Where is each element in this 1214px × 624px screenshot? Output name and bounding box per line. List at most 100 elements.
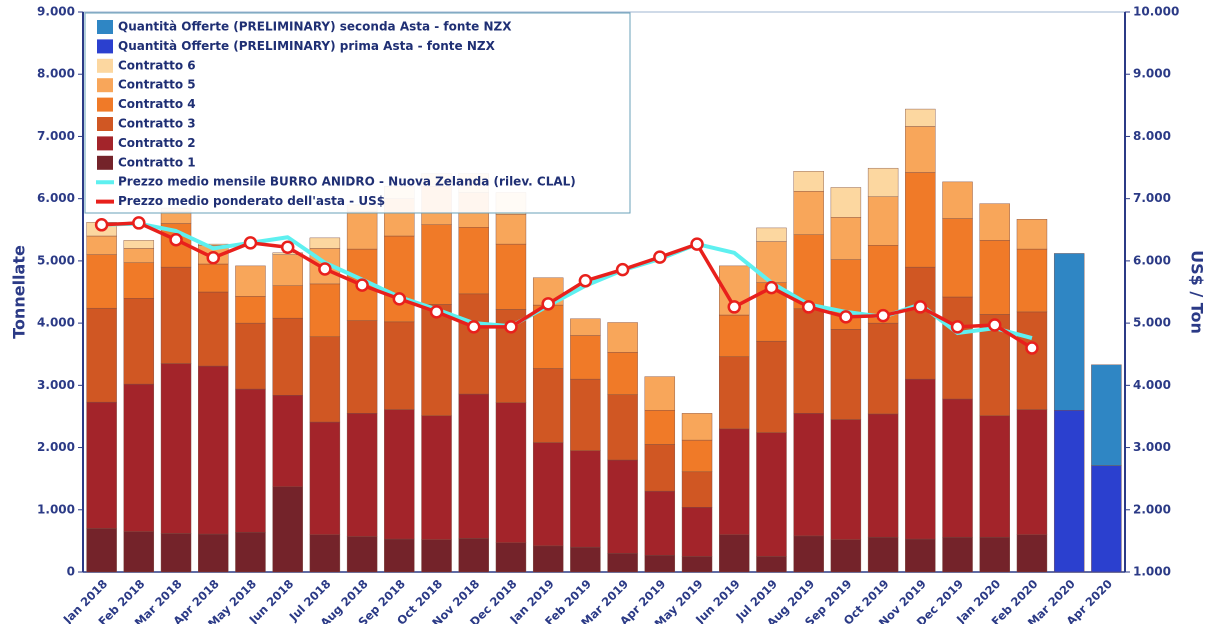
bar-segment — [272, 317, 303, 396]
bar-segment — [495, 243, 527, 310]
bar-segment — [756, 340, 787, 433]
bar-segment — [1053, 410, 1085, 573]
bar-segment — [272, 254, 303, 286]
bar-segment — [867, 322, 899, 415]
bar-segment — [793, 535, 824, 573]
bar-segment — [495, 542, 527, 573]
bar-segment — [942, 536, 973, 573]
bar-segment — [235, 531, 266, 573]
y2-tick-label: 8.000 — [1133, 129, 1171, 143]
bar-segment — [123, 383, 155, 532]
y-tick-label: 6.000 — [37, 191, 75, 205]
bar-segment — [644, 555, 676, 573]
line-marker — [950, 320, 965, 334]
bar-segment — [458, 293, 489, 395]
y-tick-label: 0 — [67, 565, 75, 579]
legend-label: Contratto 4 — [118, 97, 196, 111]
line-marker — [876, 308, 890, 323]
bar-segment — [719, 428, 750, 535]
bar-segment — [532, 368, 564, 443]
line-marker — [318, 262, 332, 276]
bar-segment — [607, 394, 638, 461]
bar-segment — [86, 307, 117, 403]
bar-segment — [384, 321, 415, 410]
bar-segment — [905, 266, 936, 380]
bar-segment — [756, 432, 787, 557]
bar-segment — [979, 203, 1010, 241]
bar-segment — [607, 553, 638, 573]
legend-swatch — [97, 39, 113, 54]
y2-axis-title: US$ / Ton — [1188, 250, 1207, 334]
bar-segment — [86, 235, 117, 255]
line-marker — [504, 320, 518, 334]
bar-segment — [235, 265, 266, 297]
bar-segment — [86, 254, 117, 309]
bar-segment — [1016, 409, 1048, 535]
bar-segment — [830, 329, 862, 420]
bar-segment — [681, 413, 713, 441]
bar-segment — [979, 240, 1010, 315]
bar-segment — [942, 296, 973, 400]
bar-segment — [198, 291, 229, 367]
bar-segment — [235, 296, 266, 324]
bar-segment — [309, 534, 341, 573]
bar-segment — [346, 320, 378, 414]
bar-segment — [570, 546, 601, 573]
bar-segment — [793, 308, 824, 414]
bar-segment — [942, 218, 973, 298]
bar-segment — [570, 318, 601, 336]
bar-segment — [793, 190, 824, 235]
bar-segment — [830, 217, 862, 260]
bar-segment — [495, 402, 527, 543]
bar-segment — [198, 365, 229, 535]
legend-label: Contratto 1 — [118, 155, 196, 169]
legend-swatch — [97, 97, 113, 112]
line-marker — [467, 320, 481, 334]
line-marker — [690, 237, 704, 251]
y2-tick-label: 6.000 — [1133, 253, 1171, 267]
bar-segment — [793, 413, 824, 537]
bar-segment — [719, 356, 750, 430]
bar-segment — [905, 126, 936, 173]
bar-segment — [458, 538, 489, 573]
line-marker — [429, 305, 444, 319]
bar-segment — [905, 378, 936, 540]
line-marker — [653, 250, 667, 264]
bar-segment — [979, 415, 1010, 538]
bar-segment — [421, 539, 452, 573]
bar-segment — [160, 363, 192, 534]
line-marker — [541, 297, 555, 311]
bar-segment — [830, 187, 862, 218]
line-marker — [913, 300, 928, 314]
bar-segment — [309, 283, 341, 337]
bar-segment — [905, 538, 936, 573]
line-marker — [801, 300, 816, 314]
bar-segment — [532, 545, 564, 573]
line-marker — [392, 292, 407, 306]
legend-label: Contratto 2 — [118, 136, 196, 150]
bar-segment — [756, 556, 787, 573]
bar-segment — [384, 409, 415, 540]
bar-segment — [905, 172, 936, 268]
bar-segment — [607, 352, 638, 395]
bar-segment — [570, 378, 601, 451]
bar-segment — [346, 413, 378, 537]
bar-segment — [495, 214, 527, 245]
y-tick-label: 4.000 — [37, 316, 75, 330]
legend-label: Prezzo medio ponderato dell'asta - US$ — [118, 194, 385, 208]
line-marker — [1025, 341, 1039, 355]
bar-segment — [235, 322, 266, 390]
y-tick-label: 7.000 — [37, 129, 75, 143]
y2-tick-label: 2.000 — [1133, 502, 1171, 516]
bar-segment — [644, 410, 676, 445]
y2-tick-label: 3.000 — [1133, 440, 1171, 454]
bar-segment — [421, 415, 452, 540]
legend-swatch — [97, 117, 113, 131]
bar-segment — [830, 539, 862, 573]
legend-label: Contratto 3 — [118, 117, 196, 131]
bar-segment — [272, 285, 303, 319]
legend-label: Quantità Offerte (PRELIMINARY) seconda A… — [118, 20, 512, 34]
bar-segment — [384, 235, 415, 323]
bar-segment — [198, 263, 229, 293]
legend-label: Quantità Offerte (PRELIMINARY) prima Ast… — [118, 39, 496, 53]
